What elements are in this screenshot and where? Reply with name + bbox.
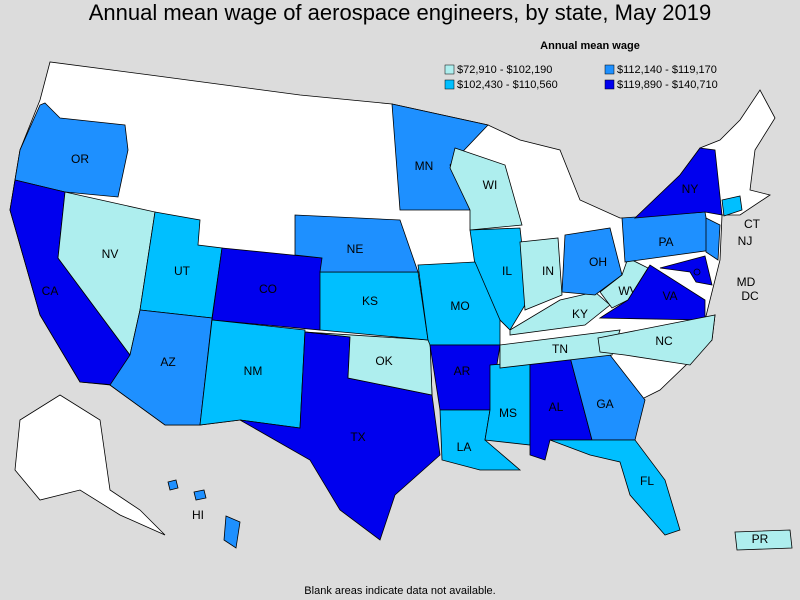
- state-label: UT: [174, 264, 191, 278]
- state-label: NC: [655, 334, 673, 348]
- state-label: AR: [454, 364, 471, 378]
- state-label: KS: [362, 294, 378, 308]
- state-label: AL: [549, 400, 564, 414]
- state-label: TX: [350, 430, 365, 444]
- state-label: PR: [752, 532, 769, 546]
- state: [633, 147, 723, 219]
- state: [549, 439, 681, 536]
- legend-swatch: [604, 64, 615, 75]
- legend-label: $119,890 - $140,710: [617, 79, 718, 91]
- state-label: LA: [457, 440, 472, 454]
- state-label: CO: [259, 282, 277, 296]
- state-label: PA: [658, 235, 673, 249]
- state: [597, 314, 716, 366]
- map-title: Annual mean wage of aerospace engineers,…: [89, 0, 712, 25]
- legend-label: $72,910 - $102,190: [457, 64, 552, 76]
- state: [693, 268, 701, 276]
- legend-swatch: [444, 79, 455, 90]
- state-label: DC: [741, 289, 759, 303]
- state-label: NV: [102, 247, 119, 261]
- state-label: NJ: [738, 234, 753, 248]
- state: [734, 529, 793, 551]
- state: [304, 331, 433, 396]
- state-label: AZ: [160, 355, 175, 369]
- state-label: IL: [502, 264, 512, 278]
- state-label: KY: [572, 307, 588, 321]
- state-label: MN: [415, 159, 434, 173]
- states: OR CA NV UT AZ CO NM TX OK KS NE MN WI IL MO AR LA MS AL GA…: [9, 102, 793, 551]
- state-label: MO: [450, 299, 469, 313]
- state: [294, 214, 419, 273]
- state-label: CA: [42, 284, 59, 298]
- state-label: VA: [662, 289, 677, 303]
- state-label: GA: [596, 397, 613, 411]
- state-label: WI: [483, 178, 498, 192]
- legend-label: $112,140 - $119,170: [617, 64, 717, 76]
- state-label: HI: [192, 508, 204, 522]
- state-label: OH: [589, 255, 607, 269]
- state: [721, 195, 743, 217]
- state-label: MS: [499, 406, 517, 420]
- state: [705, 217, 721, 261]
- footnote: Blank areas indicate data not available.: [304, 585, 495, 597]
- legend: $72,910 - $102,190 $102,430 - $110,560 $11…: [444, 64, 718, 91]
- state-label: MD: [737, 275, 756, 289]
- state: [499, 329, 621, 369]
- state-label: TN: [552, 342, 568, 356]
- state-label: OR: [71, 152, 89, 166]
- state-label: FL: [640, 474, 654, 488]
- legend-swatch: [604, 79, 615, 90]
- alaska: [14, 394, 166, 536]
- state: [519, 237, 563, 311]
- legend-title: Annual mean wage: [540, 40, 640, 52]
- state: [14, 102, 129, 198]
- state: [659, 255, 713, 286]
- state-label: IN: [542, 264, 554, 278]
- legend-label: $102,430 - $110,560: [457, 79, 558, 91]
- state-label: CT: [744, 217, 761, 231]
- state-label: NE: [347, 242, 364, 256]
- state: [598, 264, 706, 321]
- state-label: NY: [682, 182, 699, 196]
- legend-swatch: [444, 64, 455, 75]
- state: [167, 479, 241, 549]
- state: [484, 361, 531, 446]
- state-label: NM: [244, 364, 263, 378]
- state-label: OK: [375, 354, 392, 368]
